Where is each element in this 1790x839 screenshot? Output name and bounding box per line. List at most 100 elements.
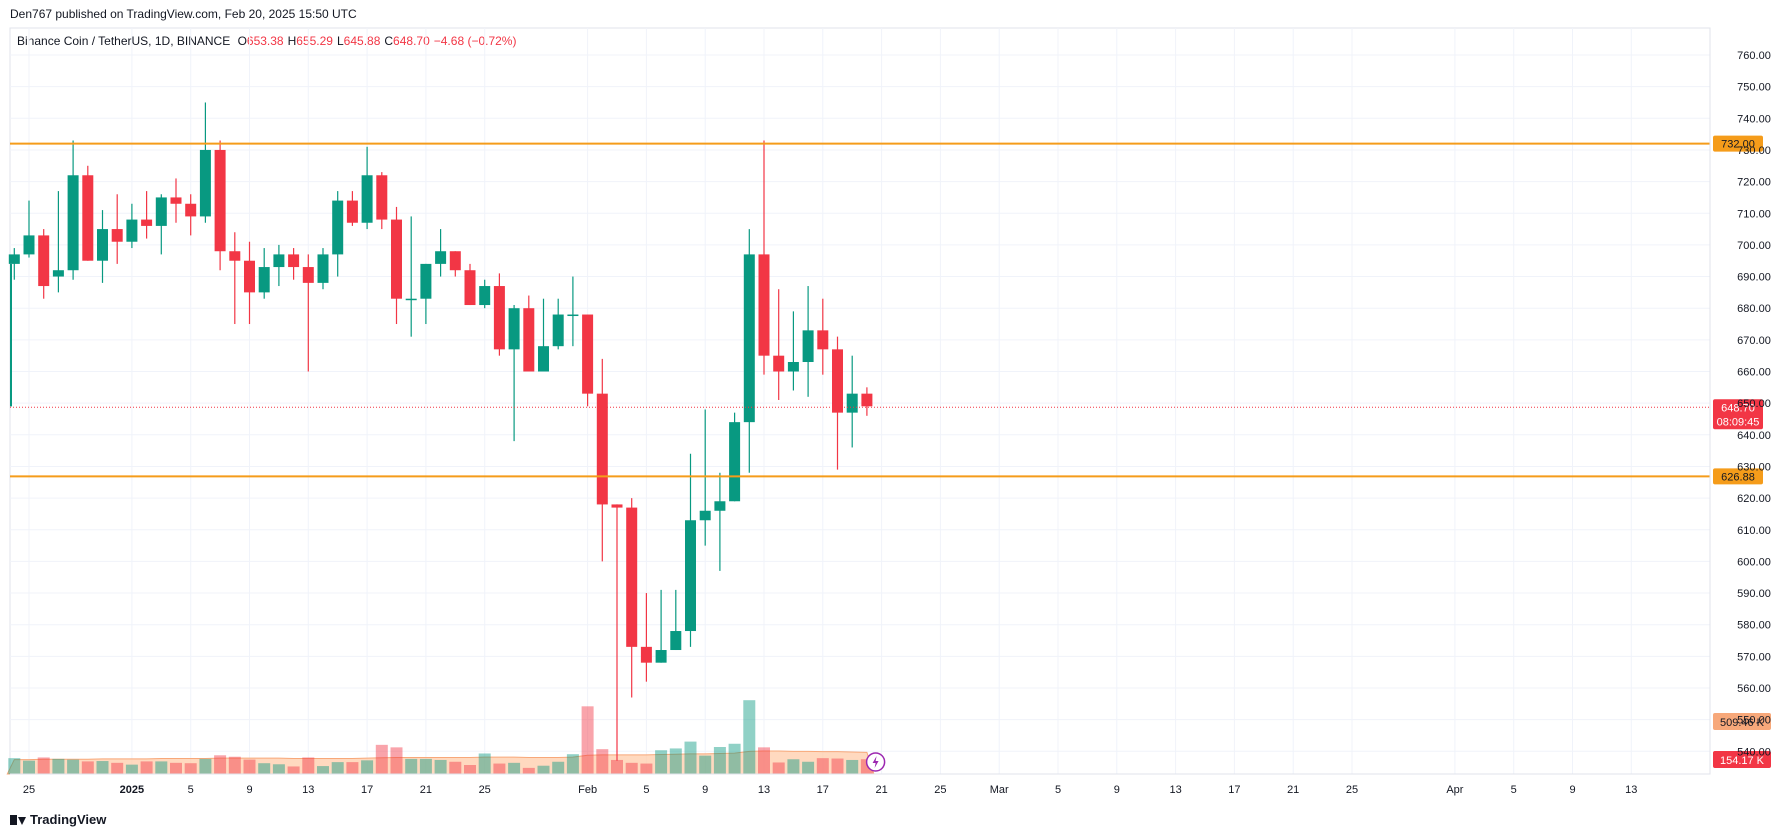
candle-body: [405, 298, 417, 301]
volume-bar: [375, 744, 388, 774]
volume-bar: [464, 765, 476, 774]
lightning-bolt: [872, 756, 879, 768]
volume-bar: [199, 758, 212, 774]
y-tick-label: 710.00: [1737, 208, 1771, 220]
tradingview-logo[interactable]: TradingView: [10, 812, 106, 827]
candle-body: [82, 175, 94, 261]
volume-tag: [1713, 751, 1771, 768]
candle-body: [626, 507, 638, 647]
candle-body: [552, 314, 564, 347]
candle-body: [97, 229, 108, 261]
y-tick-label: 690.00: [1737, 272, 1771, 284]
volume-bar: [434, 759, 447, 774]
y-tick-label: 630.00: [1737, 461, 1771, 473]
y-tick-label: 720.00: [1737, 177, 1771, 189]
grid: [9, 27, 1711, 775]
candle-body: [273, 254, 285, 268]
candle-body: [464, 270, 476, 306]
y-tick-label: 560.00: [1737, 683, 1771, 695]
volume-bar: [140, 761, 153, 774]
ohlc-values: O653.38 H655.29 L645.88 C648.70 −4.68 (−0.72…: [238, 34, 521, 48]
y-tick-label: 600.00: [1737, 556, 1771, 568]
current-price-label: 648.70: [1721, 402, 1755, 414]
volume-bar: [713, 747, 726, 774]
x-tick-label: Apr: [1446, 784, 1463, 796]
footer-brand: TradingView: [30, 812, 107, 827]
candle-body: [199, 149, 211, 217]
x-tick-label: 25: [934, 784, 946, 796]
candle-body: [67, 175, 79, 271]
y-tick-label: 760.00: [1737, 50, 1771, 62]
publish-info: Den767 published on TradingView.com, Feb…: [10, 7, 357, 21]
candle-body: [523, 308, 535, 372]
volume-bar: [243, 759, 256, 774]
tradingview-logo-icon: [10, 814, 26, 825]
volume-bar: [23, 760, 35, 774]
volume-bar: [508, 762, 521, 774]
candle-body: [302, 267, 314, 283]
candle-body: [346, 200, 358, 223]
horizontal-levels[interactable]: 732.00 626.88 648.70 08:09:45 509.46 K 154.17…: [10, 135, 1771, 772]
candle-body: [258, 267, 270, 293]
volume-ma-area: [6, 750, 875, 775]
candle-body: [802, 330, 814, 363]
candle-body: [640, 646, 652, 663]
level-tag-label: 732.00: [1721, 139, 1755, 151]
x-tick-label: 5: [1055, 784, 1061, 796]
volume-bar: [317, 766, 329, 774]
candle-body: [244, 260, 255, 293]
candle-body: [317, 254, 329, 283]
candle-body: [229, 251, 241, 261]
volume-bar: [758, 747, 770, 774]
symbol-title[interactable]: Binance Coin / TetherUS, 1D, BINANCE: [17, 34, 231, 48]
x-tick-label: Mar: [990, 784, 1009, 796]
volume-bar: [258, 763, 271, 774]
volume-bar: [684, 741, 697, 774]
x-tick-label: 9: [246, 784, 252, 796]
candle-body: [449, 251, 461, 271]
candle-body: [685, 520, 696, 632]
volume-bar: [743, 700, 756, 774]
volume-bar: [37, 757, 50, 774]
symbol-legend: Binance Coin / TetherUS, 1D, BINANCE O65…: [17, 34, 524, 48]
x-tick-label: 5: [643, 784, 649, 796]
volume-bar: [537, 765, 550, 774]
y-tick-label: 640.00: [1737, 430, 1771, 442]
y-tick-label: 620.00: [1737, 493, 1771, 505]
axes[interactable]: 760.00 750.00 740.00 730.00 720.00 710.00 700.…: [10, 28, 1771, 796]
candle-body: [155, 197, 167, 226]
close-value: 648.70: [393, 34, 430, 48]
level-tag: [1713, 135, 1763, 152]
x-tick-label: 21: [420, 784, 432, 796]
candle-body: [508, 308, 520, 350]
x-tick-label: 9: [702, 784, 708, 796]
candle-body: [743, 254, 755, 423]
x-tick-label: 9: [1114, 784, 1120, 796]
x-tick-label: 13: [1625, 784, 1637, 796]
close-label: C: [384, 34, 394, 48]
candle-body: [391, 219, 402, 299]
volume-bar: [816, 758, 829, 774]
volume-bar: [831, 758, 844, 774]
candle-body: [832, 349, 843, 413]
low-label: L: [336, 34, 344, 48]
volume-bar: [111, 762, 124, 774]
open-value: 653.38: [246, 34, 284, 48]
candle-body: [493, 286, 505, 350]
x-tick-label: 17: [361, 784, 373, 796]
volume-bar: [67, 759, 80, 774]
low-value: 645.88: [343, 34, 381, 48]
candle-body: [861, 393, 873, 407]
candle-body: [787, 362, 799, 372]
candle-body: [817, 330, 829, 350]
volume-bar: [184, 763, 197, 774]
volume-bar: [449, 761, 462, 774]
candle-body: [729, 422, 741, 502]
high-label: H: [287, 34, 297, 48]
y-tick-label: 670.00: [1737, 335, 1771, 347]
volume-ma-tag-label: 509.46 K: [1720, 717, 1765, 729]
level-tag: [1713, 468, 1763, 485]
candle-body: [714, 501, 726, 511]
candle-body: [420, 263, 432, 299]
